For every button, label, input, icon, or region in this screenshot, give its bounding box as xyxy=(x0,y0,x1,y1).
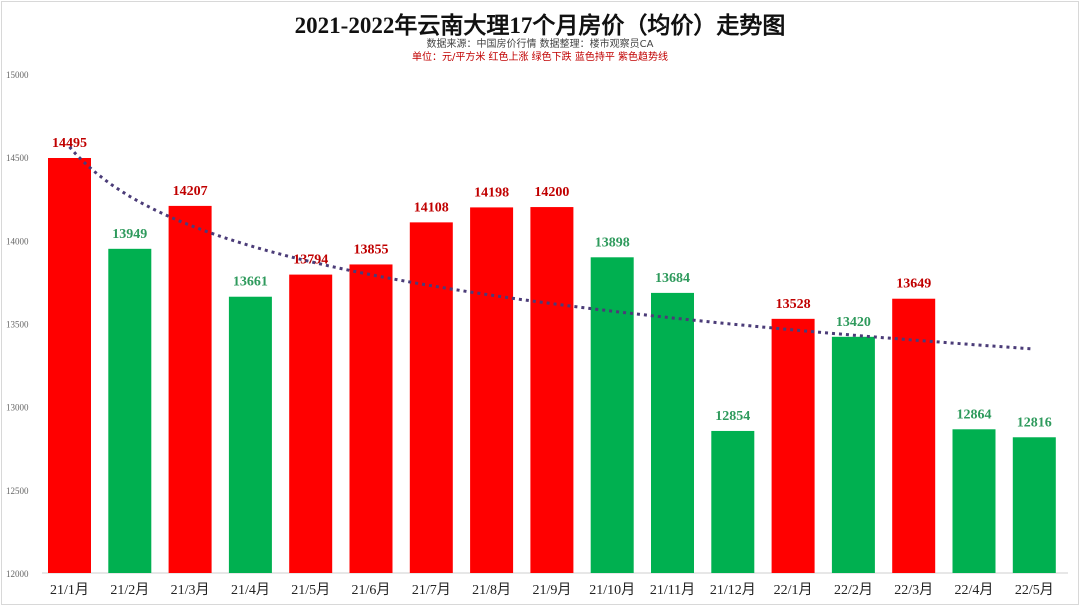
chart-note: 单位：元/平方米 红色上涨 绿色下跌 蓝色持平 紫色趋势线 xyxy=(411,52,669,63)
chart-subtitle: 数据来源：中国房价行情 数据整理：楼市观察员CA xyxy=(426,39,654,50)
x-tick-label: 21/7月 xyxy=(412,582,451,598)
data-label: 13898 xyxy=(595,235,630,250)
data-label: 12854 xyxy=(715,409,750,424)
data-label: 14495 xyxy=(52,136,87,151)
bar-12 xyxy=(711,430,755,573)
bar-17 xyxy=(1012,437,1056,573)
bar-15 xyxy=(892,298,936,573)
y-tick-label: 13000 xyxy=(6,403,29,413)
bar-7 xyxy=(409,222,453,574)
data-label: 13420 xyxy=(836,315,871,330)
data-label: 14200 xyxy=(534,185,569,200)
bar-6 xyxy=(349,264,393,573)
x-tick-label: 21/1月 xyxy=(50,582,89,598)
chart-title: 2021-2022年云南大理17个月房价（均价）走势图 xyxy=(294,13,786,38)
bar-13 xyxy=(771,318,815,573)
data-label: 13649 xyxy=(896,277,931,292)
x-tick-label: 21/12月 xyxy=(710,582,756,598)
x-tick-label: 21/9月 xyxy=(532,582,571,598)
data-label: 13528 xyxy=(776,297,811,312)
bar-9 xyxy=(530,207,574,574)
data-label: 14108 xyxy=(414,200,449,215)
x-tick-label: 21/6月 xyxy=(352,582,391,598)
data-label: 13949 xyxy=(112,227,147,242)
y-tick-label: 12500 xyxy=(6,486,29,496)
x-tick-label: 21/5月 xyxy=(291,582,330,598)
bar-5 xyxy=(289,274,333,573)
bar-16 xyxy=(952,429,996,573)
bar-11 xyxy=(651,292,694,573)
x-tick-label: 21/4月 xyxy=(231,582,270,598)
y-tick-label: 13500 xyxy=(6,320,29,330)
bar-10 xyxy=(590,257,634,573)
x-tick-label: 21/3月 xyxy=(171,582,210,598)
x-tick-label: 22/4月 xyxy=(955,582,994,598)
data-label: 13684 xyxy=(655,271,690,286)
data-label: 13855 xyxy=(354,242,389,257)
data-label: 12816 xyxy=(1017,415,1052,430)
data-label: 14198 xyxy=(474,185,509,200)
y-tick-label: 12000 xyxy=(6,569,29,579)
bar-1 xyxy=(48,157,91,573)
data-label: 14207 xyxy=(173,184,208,199)
bar-4 xyxy=(228,296,272,573)
x-tick-label: 22/5月 xyxy=(1015,582,1054,598)
bar-3 xyxy=(168,205,212,573)
data-label: 13661 xyxy=(233,275,268,290)
bar-14 xyxy=(831,336,875,573)
x-tick-label: 22/3月 xyxy=(894,582,933,598)
bar-2 xyxy=(108,248,152,573)
x-tick-label: 21/10月 xyxy=(589,582,635,598)
data-label: 12864 xyxy=(957,407,992,422)
x-tick-label: 21/8月 xyxy=(472,582,511,598)
x-tick-label: 22/2月 xyxy=(834,582,873,598)
x-tick-label: 22/1月 xyxy=(774,582,813,598)
bar-8 xyxy=(470,207,514,573)
x-tick-label: 21/11月 xyxy=(650,582,695,598)
y-tick-label: 15000 xyxy=(6,70,29,80)
x-tick-label: 21/2月 xyxy=(110,582,149,598)
y-tick-label: 14000 xyxy=(6,236,29,246)
y-tick-label: 14500 xyxy=(6,153,29,163)
